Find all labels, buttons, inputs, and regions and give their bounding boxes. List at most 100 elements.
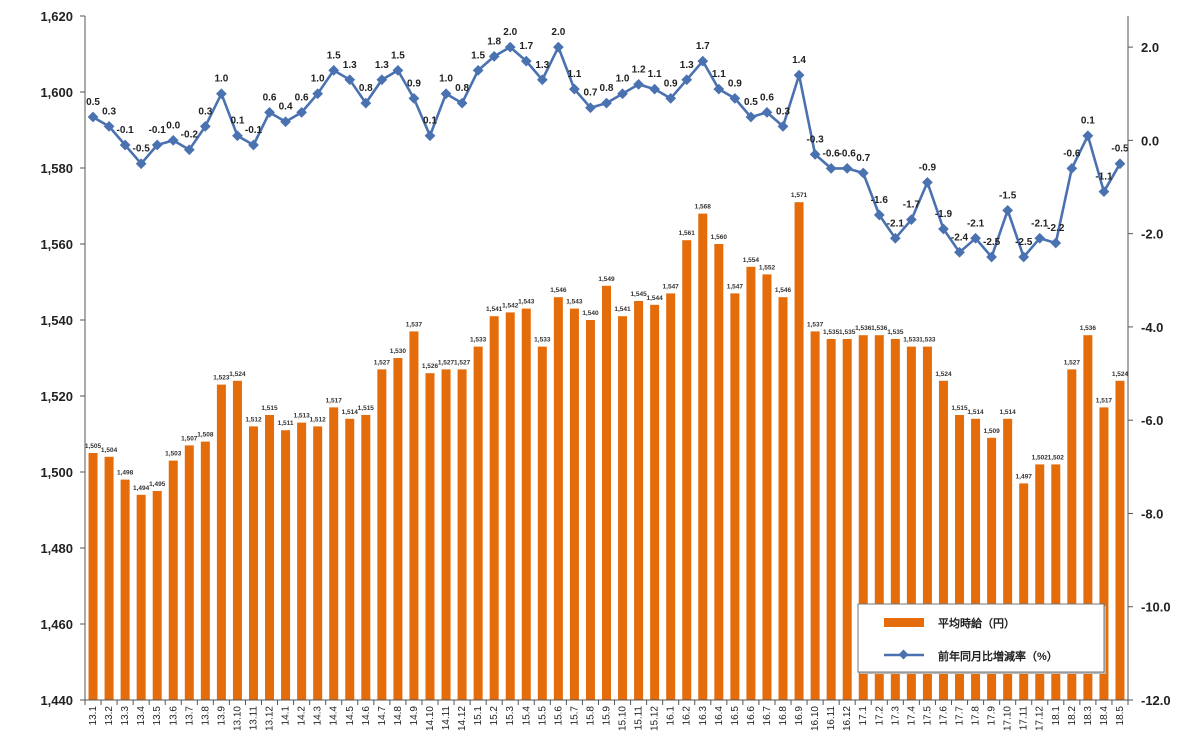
bar-label: 1,541 <box>614 306 631 313</box>
x-tick-label: 15.12 <box>650 706 661 731</box>
bar-label: 1,502 <box>1032 454 1049 461</box>
line-label: 1.5 <box>391 50 405 61</box>
bar <box>714 244 724 700</box>
x-tick-label: 13.11 <box>248 706 259 731</box>
bar-label: 1,561 <box>679 230 696 237</box>
line-marker <box>857 167 869 179</box>
x-tick-label: 17.11 <box>1019 706 1030 731</box>
line-marker <box>312 88 324 100</box>
line-label: 0.5 <box>744 97 758 108</box>
x-tick-label: 16.6 <box>746 706 757 726</box>
line-marker <box>456 97 468 109</box>
line-marker <box>296 107 307 118</box>
x-tick-label: 16.8 <box>778 706 789 726</box>
bar-label: 1,544 <box>646 295 663 302</box>
bar-label: 1,503 <box>165 451 182 458</box>
x-tick-label: 18.5 <box>1115 706 1126 726</box>
line-label: -0.9 <box>919 162 937 173</box>
bar <box>730 293 740 700</box>
line-label: 1.5 <box>471 50 485 61</box>
bar <box>778 297 788 700</box>
x-tick-label: 13.5 <box>152 706 163 726</box>
bar <box>409 331 419 700</box>
line-marker <box>601 97 612 109</box>
bar <box>698 213 708 700</box>
line-marker <box>649 83 661 95</box>
bar-label: 1,514 <box>342 409 359 416</box>
y-right-tick-label: -2.0 <box>1141 227 1163 242</box>
y-left-tick-label: 1,540 <box>40 313 73 328</box>
line-label: -1.9 <box>935 209 953 220</box>
x-tick-label: 13.7 <box>184 706 195 726</box>
bar <box>361 415 371 700</box>
bar <box>184 445 194 700</box>
bar <box>987 437 997 700</box>
line-marker <box>841 162 853 174</box>
x-tick-label: 17.12 <box>1035 706 1046 731</box>
x-tick-label: 14.12 <box>457 706 468 731</box>
bar-label: 1,554 <box>743 257 760 264</box>
bar <box>955 415 965 700</box>
x-tick-label: 17.10 <box>1003 706 1014 731</box>
x-tick-label: 16.1 <box>666 706 677 726</box>
bar-label: 1,498 <box>117 470 134 477</box>
bar-label: 1,535 <box>887 329 904 336</box>
line-label: 0.1 <box>230 116 244 127</box>
bar-series <box>88 202 1125 700</box>
line-label: 0.7 <box>584 88 598 99</box>
x-tick-label: 15.6 <box>553 706 564 726</box>
line-label: -1.7 <box>903 200 921 211</box>
line-label: 2.0 <box>503 27 517 38</box>
bar-label: 1,511 <box>278 420 294 427</box>
line-marker <box>328 65 340 76</box>
line-label: -0.2 <box>181 130 199 141</box>
line-label: -2.5 <box>983 237 1001 248</box>
bar <box>281 430 291 700</box>
bar-label: 1,515 <box>951 405 968 412</box>
bar-label: 1,536 <box>871 325 888 332</box>
bar-label: 1,541 <box>486 306 503 313</box>
x-tick-label: 13.1 <box>88 706 99 726</box>
x-tick-label: 16.10 <box>810 706 821 731</box>
line-label: 0.3 <box>198 106 212 117</box>
bar-label: 1,497 <box>1016 473 1033 480</box>
line-label: -0.3 <box>806 134 824 145</box>
legend-line-label: 前年同月比増減率（%） <box>938 649 1058 663</box>
x-tick-label: 15.3 <box>505 706 516 726</box>
line-marker <box>392 65 404 76</box>
x-tick-label: 17.9 <box>987 706 998 726</box>
x-tick-label: 16.3 <box>698 706 709 726</box>
line-marker <box>264 107 275 118</box>
x-tick-label: 16.4 <box>714 706 725 726</box>
bar-label: 1,560 <box>711 234 728 241</box>
bar <box>922 346 932 700</box>
line-marker <box>922 176 933 188</box>
bar <box>200 441 210 700</box>
line-label: -1.5 <box>999 190 1017 201</box>
bar <box>265 415 275 700</box>
x-tick-label: 13.8 <box>200 706 211 726</box>
line-labels: 0.50.3-0.1-0.5-0.1 0.0-0.20.31.00.1-0.10.… <box>86 27 1129 248</box>
x-tick-label: 17.1 <box>858 706 869 726</box>
bar-label: 1,514 <box>1000 409 1017 416</box>
bar <box>1003 418 1013 700</box>
bar-label: 1,508 <box>197 432 214 439</box>
line-marker <box>793 69 805 81</box>
bar-label: 1,515 <box>261 405 278 412</box>
bar-label: 1,526 <box>422 363 439 370</box>
line-label: 0.9 <box>664 78 678 89</box>
bar-label: 1,542 <box>502 302 519 309</box>
legend-bar-label: 平均時給（円） <box>938 616 1015 630</box>
bar <box>489 316 499 700</box>
bar <box>88 453 98 700</box>
bar <box>1035 464 1045 700</box>
bar-label: 1,533 <box>470 337 487 344</box>
bar <box>248 426 258 700</box>
line-label: 0.6 <box>760 92 774 103</box>
line-marker <box>216 88 227 100</box>
line-label: 0.6 <box>263 92 277 103</box>
line-label: -1.6 <box>871 195 889 206</box>
bar-label: 1,504 <box>101 447 118 454</box>
x-tick-label: 13.9 <box>216 706 227 726</box>
